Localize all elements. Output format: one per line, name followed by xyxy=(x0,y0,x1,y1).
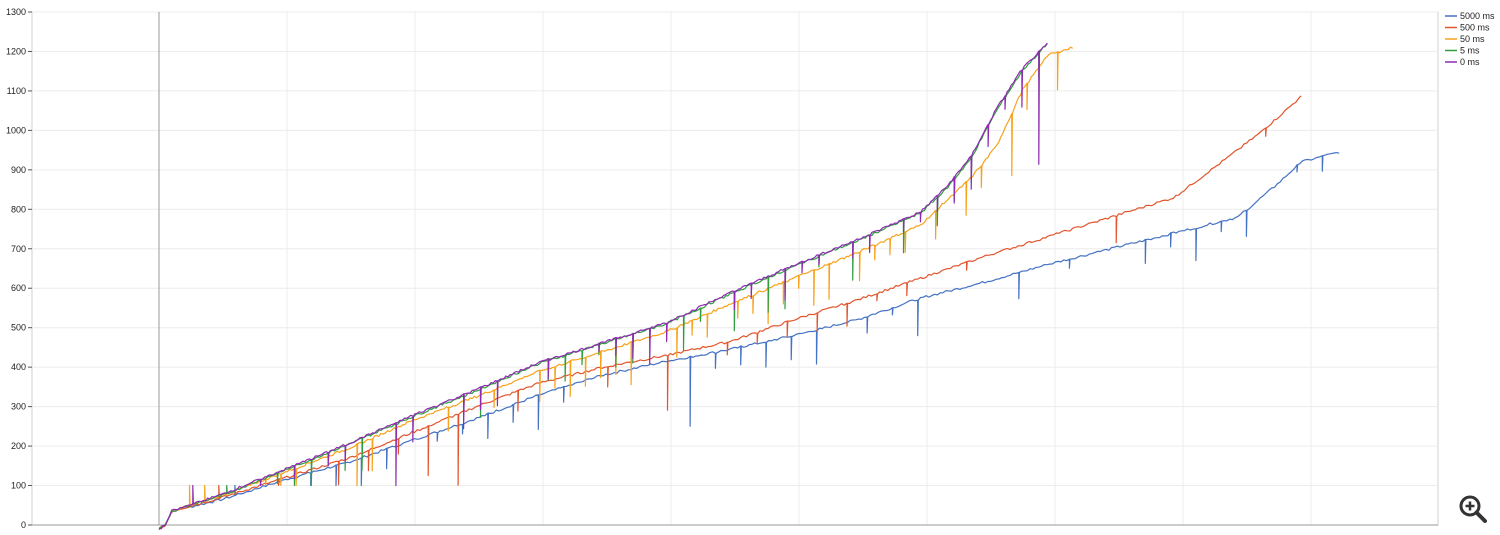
y-tick-label: 1300 xyxy=(6,7,26,17)
zoom-in-icon[interactable] xyxy=(1456,492,1490,526)
y-tick-label: 600 xyxy=(11,283,26,293)
series-line-500-ms xyxy=(158,95,1302,529)
legend-label: 50 ms xyxy=(1460,34,1485,44)
y-tick-label: 1200 xyxy=(6,46,26,56)
y-tick-label: 1100 xyxy=(7,86,26,96)
grid xyxy=(31,11,1439,526)
legend-label: 500 ms xyxy=(1460,23,1490,33)
y-tick-label: 800 xyxy=(11,204,26,214)
series-lines xyxy=(158,42,1340,531)
legend-label: 5000 ms xyxy=(1460,11,1495,21)
series-line-50-ms xyxy=(158,46,1073,530)
plot-frame xyxy=(31,11,1439,526)
y-tick-label: 100 xyxy=(11,481,26,491)
y-tick-label: 700 xyxy=(11,244,26,254)
series-line-0-ms xyxy=(158,42,1048,530)
y-tick-label: 300 xyxy=(11,402,26,412)
y-axis-ticks: 0 100 200 300 400 500 600 700 800 900 1000 1100 1200… xyxy=(6,7,32,530)
legend-label: 0 ms xyxy=(1460,57,1480,67)
y-tick-label: 1000 xyxy=(6,125,26,135)
y-tick-label: 200 xyxy=(11,441,26,451)
y-tick-label: 500 xyxy=(11,323,26,333)
legend-label: 5 ms xyxy=(1460,46,1480,56)
series-line-5-ms xyxy=(158,43,1048,531)
y-tick-label: 900 xyxy=(11,165,26,175)
y-tick-label: 0 xyxy=(21,520,26,530)
y-tick-label: 400 xyxy=(11,362,26,372)
